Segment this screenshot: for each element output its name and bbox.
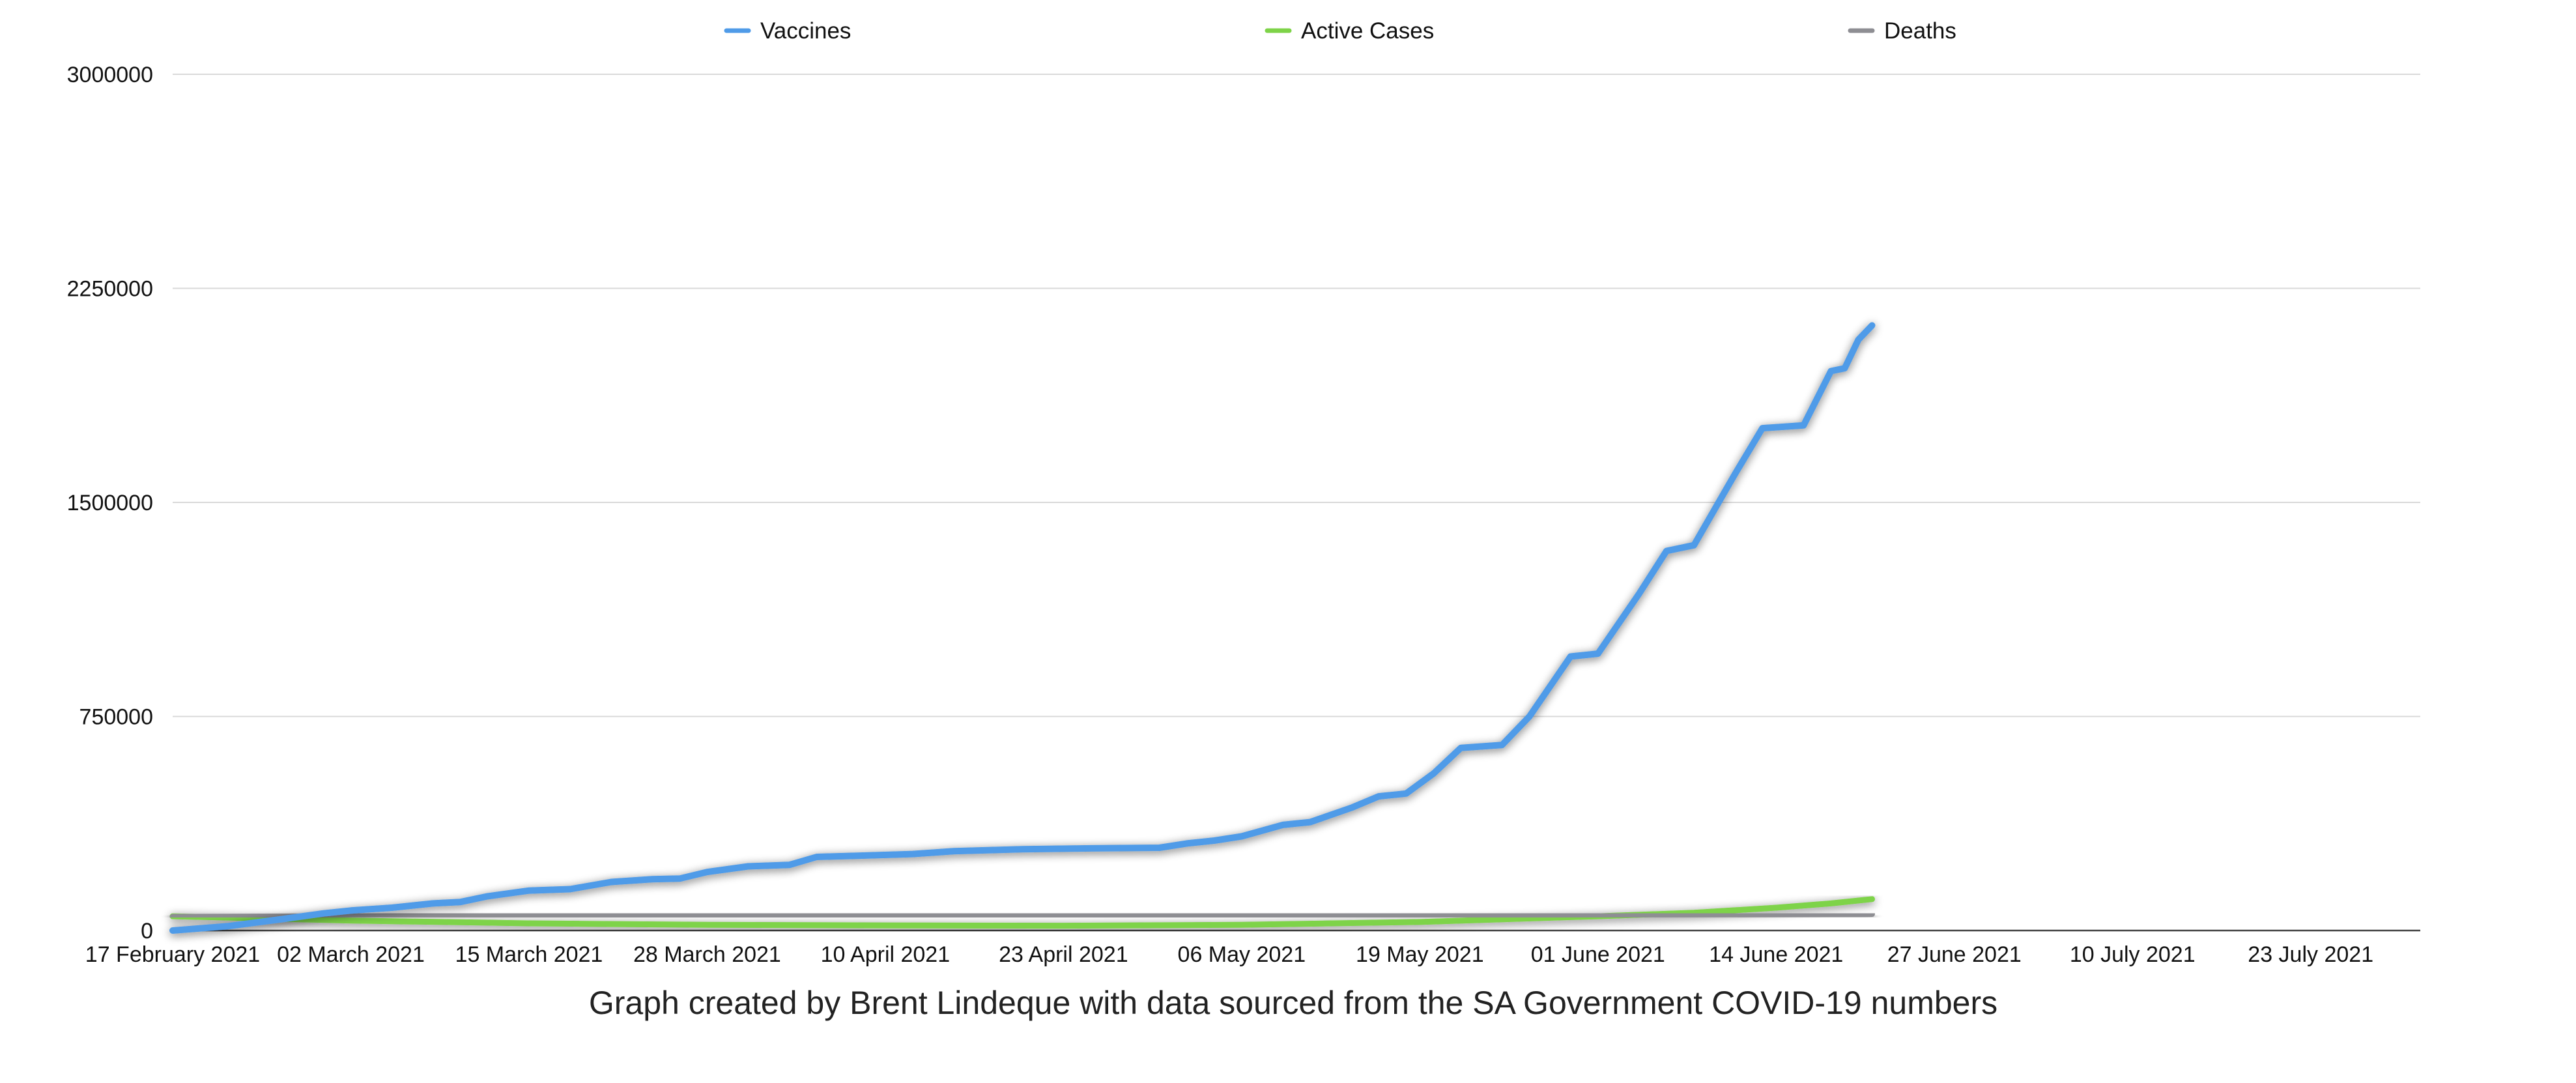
y-tick-label: 3000000 — [67, 63, 153, 87]
x-tick-label: 19 May 2021 — [1356, 942, 1484, 967]
x-axis: 17 February 2021 02 March 2021 15 March 20… — [85, 929, 2420, 967]
x-tick-label: 14 June 2021 — [1709, 942, 1843, 967]
legend-label-vaccines: Vaccines — [760, 18, 851, 44]
y-tick-label: 2250000 — [67, 277, 153, 302]
x-tick-label: 15 March 2021 — [455, 942, 603, 967]
x-tick-label: 23 April 2021 — [999, 942, 1128, 967]
x-tick-label: 23 July 2021 — [2248, 942, 2373, 967]
series-line-active-cases — [169, 896, 1875, 929]
x-tick-label: 27 June 2021 — [1887, 942, 2022, 967]
legend-label-deaths: Deaths — [1884, 18, 1956, 44]
legend-label-active-cases: Active Cases — [1301, 18, 1434, 44]
y-tick-label: 1500000 — [67, 491, 153, 515]
series-line-deaths — [169, 911, 1875, 920]
chart-caption: Graph created by Brent Lindeque with dat… — [589, 985, 1997, 1021]
series-line-vaccines — [169, 322, 1876, 934]
y-tick-label: 750000 — [79, 705, 153, 730]
x-tick-label: 01 June 2021 — [1531, 942, 1665, 967]
x-tick-label: 02 March 2021 — [277, 942, 425, 967]
series-layer — [169, 322, 1876, 934]
x-tick-label: 10 April 2021 — [821, 942, 951, 967]
legend: Vaccines Active Cases Deaths — [724, 18, 1956, 44]
x-tick-label: 28 March 2021 — [633, 942, 781, 967]
x-tick-label: 17 February 2021 — [85, 942, 260, 967]
y-axis: 0 750000 1500000 2250000 3000000 — [67, 63, 153, 944]
y-tick-label: 0 — [141, 919, 153, 944]
grid-lines — [173, 74, 2420, 717]
x-tick-label: 10 July 2021 — [2070, 942, 2196, 967]
x-tick-label: 06 May 2021 — [1178, 942, 1306, 967]
